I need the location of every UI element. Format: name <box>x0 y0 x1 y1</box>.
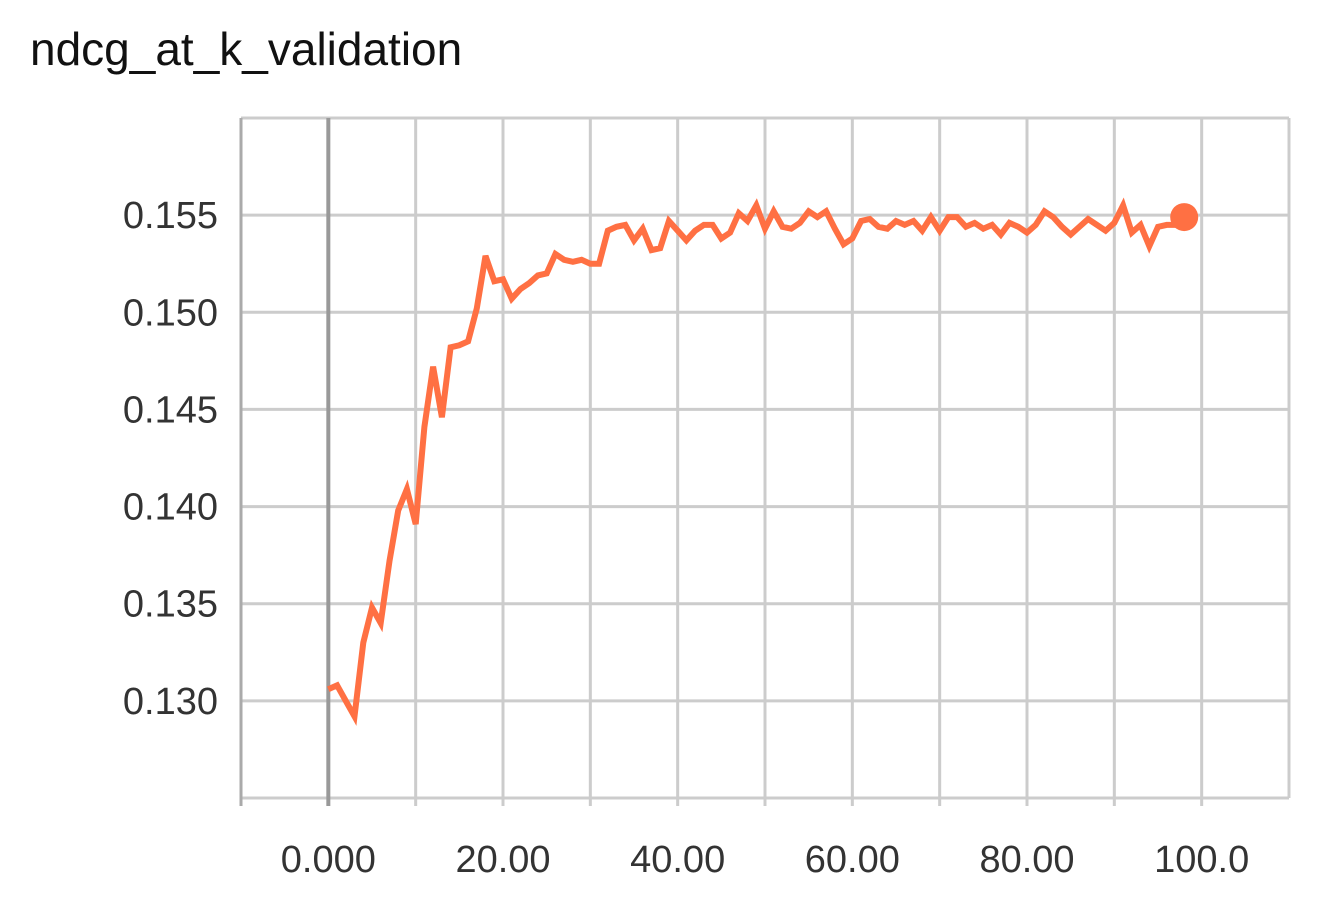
x-tick-label: 80.00 <box>979 839 1074 881</box>
x-tick-label: 60.00 <box>805 839 900 881</box>
y-tick-label: 0.155 <box>123 195 218 237</box>
label-layer: 0.130 0.135 0.140 0.145 0.150 0.155 0.000 20.00… <box>123 195 1249 881</box>
y-tick-label: 0.130 <box>123 681 218 723</box>
x-tick-label: 100.0 <box>1154 839 1249 881</box>
y-tick-label: 0.140 <box>123 487 218 529</box>
last-point-marker <box>1170 203 1199 232</box>
y-tick-label: 0.145 <box>123 389 218 431</box>
x-tick-label: 40.00 <box>630 839 725 881</box>
series-layer <box>327 197 1199 726</box>
x-tick-label: 0.000 <box>281 839 376 881</box>
chart-title: ndcg_at_k_validation <box>30 23 463 75</box>
y-tick-label: 0.135 <box>123 584 218 626</box>
series-line <box>327 197 1187 726</box>
x-tick-label: 20.00 <box>455 839 550 881</box>
y-tick-label: 0.150 <box>123 292 218 334</box>
